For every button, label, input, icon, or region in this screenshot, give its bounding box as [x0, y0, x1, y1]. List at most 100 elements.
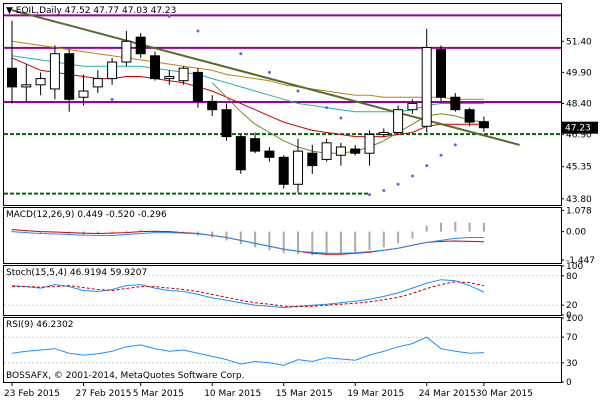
y-tick-label: 20 [566, 301, 578, 311]
candle-body [264, 150, 275, 158]
macd-histogram-bar [96, 231, 99, 234]
candle [464, 107, 475, 127]
macd-histogram-bar [382, 231, 385, 248]
candle-body [49, 53, 60, 90]
y-axis-labels: 51.40 49.90 48.40 46.90 45.35 43.801.078 0.00 -… [561, 37, 595, 388]
candle [107, 57, 118, 85]
candle-body [135, 36, 146, 55]
y-tick-label: 70 [566, 333, 578, 343]
y-tick-label: 0 [566, 311, 572, 321]
moving-average-1 [11, 57, 484, 138]
sar-dot [439, 153, 443, 157]
sar-dot [110, 97, 114, 101]
y-tick-label: 100 [566, 314, 583, 324]
candle-body [421, 47, 432, 127]
candle [78, 74, 89, 106]
sar-dot [296, 89, 300, 93]
macd-histogram-bar [239, 231, 242, 245]
sar-dot [267, 70, 271, 74]
y-tick-label: 45.35 [566, 163, 592, 173]
x-tick-label: 19 Mar 2015 [347, 389, 404, 399]
candle [450, 93, 461, 112]
candle-body [7, 67, 17, 88]
candle-body [221, 109, 232, 138]
macd-histogram-bar [325, 231, 328, 255]
sar-dot [396, 182, 400, 186]
candle [192, 68, 203, 108]
main-panel-frame [3, 3, 562, 206]
candle-body [121, 40, 132, 63]
macd-histogram-bar [397, 231, 400, 244]
candle-body [407, 102, 418, 111]
macd-histogram-bar [225, 231, 228, 241]
candle-body [393, 109, 404, 133]
macd-histogram-bar [39, 231, 42, 234]
candle [364, 130, 375, 166]
candle [335, 142, 346, 166]
candle-body [92, 78, 103, 88]
sar-dot [196, 29, 200, 33]
x-tick-label: 5 Mar 2015 [133, 389, 184, 399]
trendline-segment [11, 9, 520, 146]
candle-body [64, 53, 75, 100]
candle [164, 70, 175, 85]
candle [235, 134, 246, 174]
macd-title: MACD(12,26,9) 0.449 -0.520 -0.296 [6, 210, 167, 220]
candle-body [364, 134, 375, 154]
candle [121, 30, 132, 67]
macd-histogram-bar [282, 231, 285, 254]
candle [421, 28, 432, 133]
candle-body [235, 136, 246, 171]
main-chart-title: ▼ EOIL,Daily 47.52 47.77 47.03 47.23 [6, 6, 176, 16]
moving-average-3 [11, 40, 484, 100]
macd-histogram-bar [297, 231, 299, 255]
candle [293, 138, 303, 193]
candle [92, 70, 103, 94]
y-tick-label: 100 [566, 262, 583, 272]
moving-average-4 [211, 82, 484, 154]
macd-histogram-bar [211, 231, 214, 238]
candle [250, 132, 261, 154]
candle [393, 105, 404, 135]
candle-body [293, 150, 303, 185]
candle-body [78, 90, 89, 98]
macd-histogram-bar [111, 231, 114, 233]
candle [407, 99, 418, 114]
candle [321, 138, 332, 162]
candle-body [278, 156, 289, 185]
macd-histogram-bar [254, 231, 257, 248]
x-tick-label: 23 Feb 2015 [4, 389, 60, 399]
moving-averages [11, 40, 484, 154]
candle-body [378, 131, 389, 136]
candle [35, 72, 46, 96]
macd-histogram-bar [139, 229, 142, 232]
candle [135, 33, 146, 58]
candle-body [335, 146, 346, 156]
candle-body [150, 55, 160, 80]
macd-histogram-bar [25, 231, 28, 233]
x-tick-label: 30 Mar 2015 [476, 389, 533, 399]
candle [264, 146, 275, 162]
sar-dot [410, 174, 414, 178]
candle [49, 45, 60, 100]
x-tick-label: 24 Mar 2015 [419, 389, 476, 399]
stochastic-plot [4, 275, 561, 309]
sar-dot [368, 193, 371, 197]
rsi-title: RSI(9) 46.2302 [6, 320, 73, 330]
candle [150, 51, 160, 81]
macd-histogram-bar [425, 225, 428, 232]
parabolic-sar [110, 14, 457, 197]
sar-dot [382, 188, 386, 192]
trendline[interactable] [11, 9, 520, 146]
candle [178, 66, 189, 85]
candle-body [478, 121, 489, 129]
candle [64, 49, 75, 112]
y-tick-label: 0 [566, 378, 572, 388]
macd-histogram-bar [125, 230, 128, 232]
sar-dot [339, 116, 343, 120]
current-price-label: 47.23 [565, 124, 591, 134]
sar-dot [453, 143, 457, 147]
macd-histogram-bar [268, 231, 271, 251]
macd-histogram-bar [440, 222, 442, 232]
